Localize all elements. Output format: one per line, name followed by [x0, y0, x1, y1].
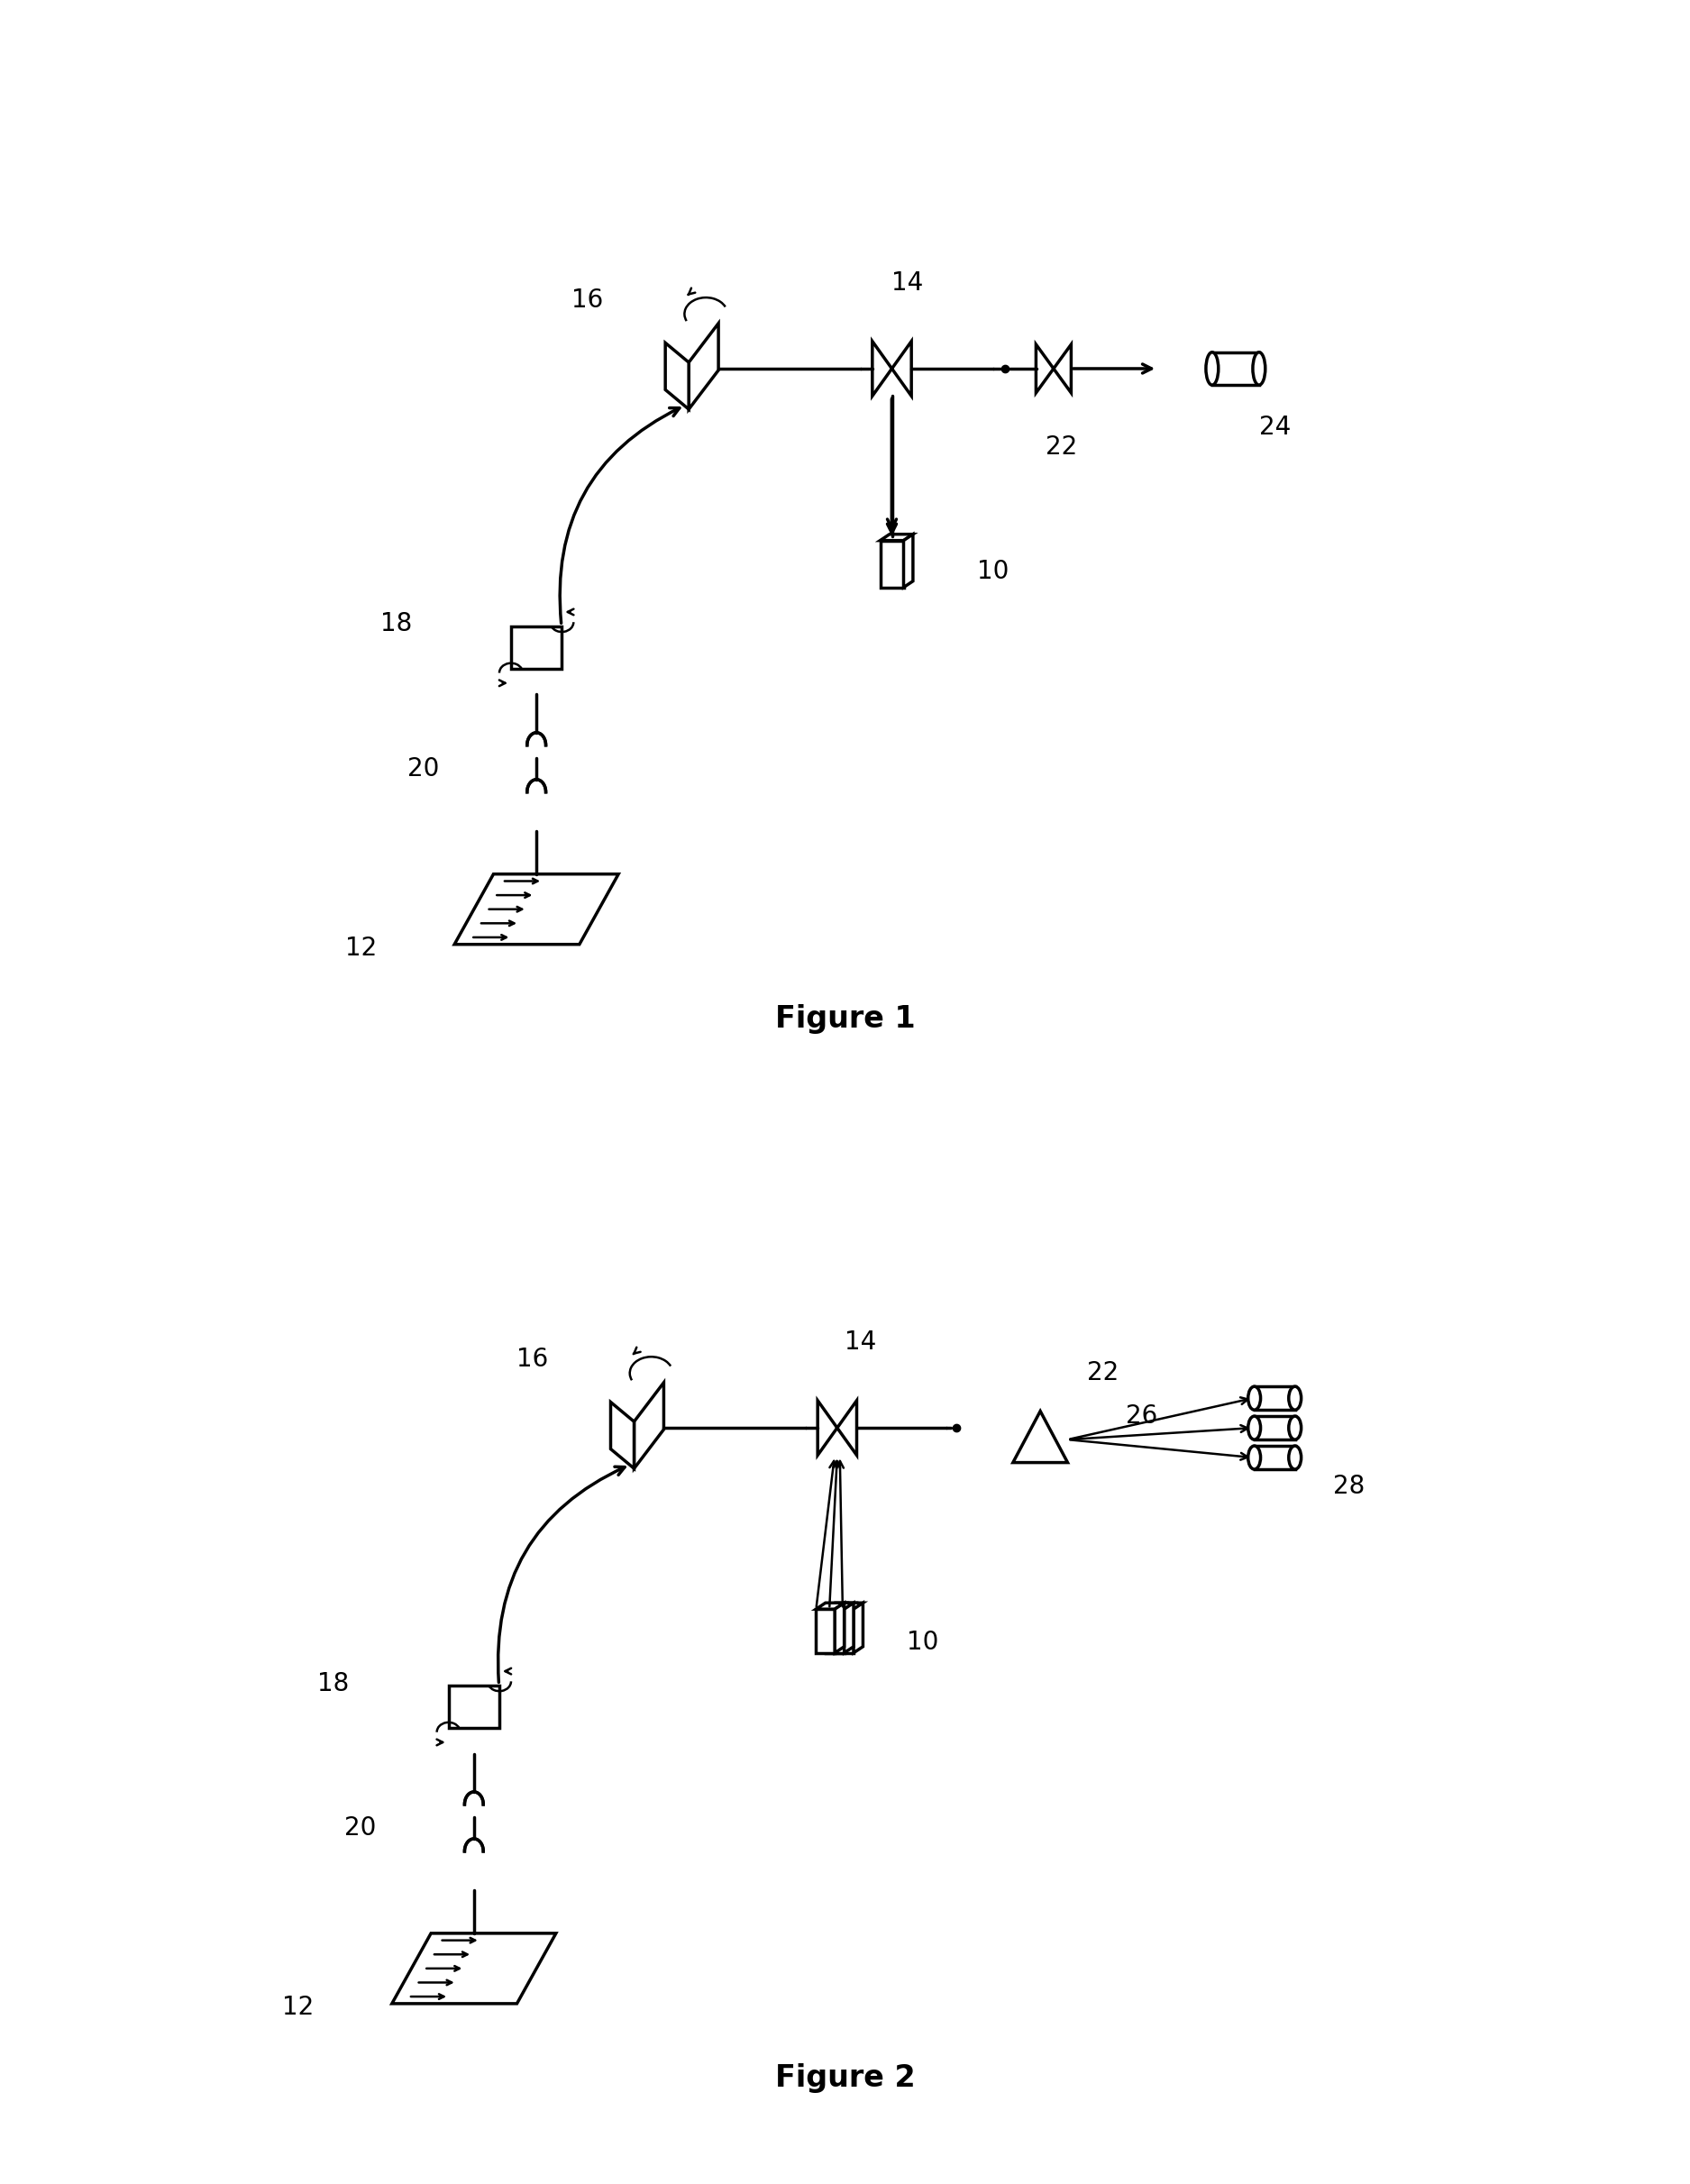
Polygon shape	[880, 539, 904, 587]
Text: 10: 10	[908, 1629, 940, 1655]
Polygon shape	[825, 1610, 845, 1653]
Text: 20: 20	[345, 1815, 377, 1841]
Polygon shape	[1012, 1411, 1068, 1463]
Text: 10: 10	[977, 559, 1009, 585]
Text: 22: 22	[1087, 1361, 1119, 1387]
Polygon shape	[690, 323, 718, 408]
Bar	[1212, 352, 1259, 384]
Text: 14: 14	[845, 1330, 877, 1354]
Polygon shape	[835, 1603, 845, 1653]
Text: 20: 20	[407, 756, 439, 782]
Ellipse shape	[1289, 1415, 1301, 1439]
Text: 12: 12	[345, 935, 377, 961]
Text: 16: 16	[571, 288, 603, 312]
Text: Figure 1: Figure 1	[774, 1005, 916, 1033]
Bar	[510, 627, 561, 668]
Polygon shape	[835, 1603, 864, 1610]
Polygon shape	[634, 1382, 664, 1468]
Text: 22: 22	[1046, 435, 1077, 459]
Text: 16: 16	[517, 1348, 549, 1372]
Text: 14: 14	[892, 271, 923, 295]
Text: 12: 12	[282, 1994, 314, 2020]
Text: 26: 26	[1126, 1404, 1158, 1428]
Polygon shape	[610, 1402, 634, 1468]
Polygon shape	[816, 1610, 835, 1653]
Polygon shape	[455, 874, 619, 943]
Bar	[1254, 1387, 1295, 1411]
Text: 18: 18	[380, 612, 412, 638]
Text: Figure 2: Figure 2	[774, 2064, 916, 2092]
Text: 28: 28	[1333, 1474, 1366, 1498]
Polygon shape	[835, 1610, 853, 1653]
Polygon shape	[825, 1603, 853, 1610]
Ellipse shape	[1252, 352, 1266, 384]
Polygon shape	[1036, 345, 1071, 393]
Polygon shape	[392, 1933, 556, 2003]
Polygon shape	[904, 535, 913, 587]
Polygon shape	[845, 1603, 853, 1653]
Ellipse shape	[1249, 1446, 1261, 1470]
Polygon shape	[880, 535, 913, 539]
Polygon shape	[872, 341, 911, 395]
Polygon shape	[853, 1603, 864, 1653]
Ellipse shape	[1249, 1415, 1261, 1439]
Bar	[1254, 1415, 1295, 1439]
Polygon shape	[818, 1400, 857, 1455]
Ellipse shape	[1207, 352, 1218, 384]
Bar	[1254, 1446, 1295, 1470]
Ellipse shape	[1289, 1387, 1301, 1411]
Text: 18: 18	[318, 1671, 350, 1697]
Ellipse shape	[1249, 1387, 1261, 1411]
Polygon shape	[666, 343, 690, 408]
Text: 24: 24	[1259, 415, 1291, 439]
Ellipse shape	[1289, 1446, 1301, 1470]
Polygon shape	[816, 1603, 845, 1610]
Bar	[448, 1686, 499, 1728]
